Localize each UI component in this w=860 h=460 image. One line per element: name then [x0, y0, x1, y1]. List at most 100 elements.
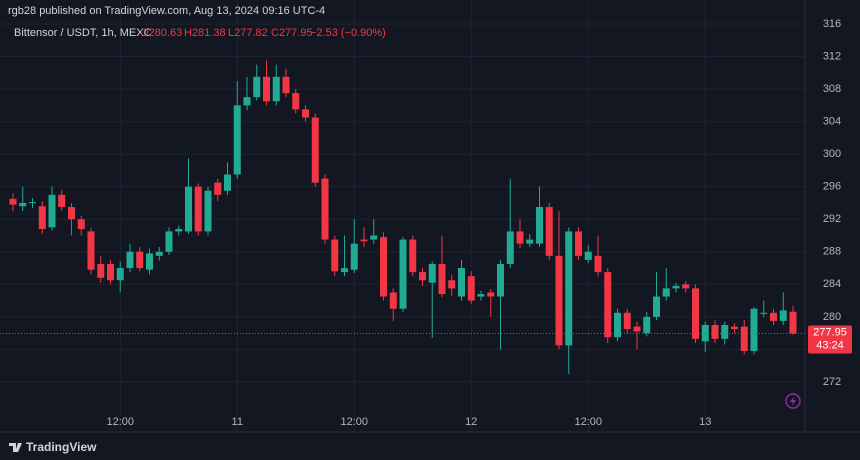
candle-body: [467, 276, 475, 301]
candle-body: [721, 325, 729, 339]
ohlc-high: H281.38: [184, 27, 226, 39]
y-tick-label: 296: [823, 181, 841, 193]
ohlc-open: O280.63: [140, 27, 182, 39]
brand-logo: [9, 443, 22, 452]
candle-body: [292, 93, 300, 110]
x-tick-label: 13: [699, 416, 711, 428]
candle-body: [438, 263, 446, 295]
alert-icon-bolt: [790, 396, 796, 406]
candle-body: [487, 292, 495, 297]
candle-body: [779, 310, 787, 321]
candle-body: [506, 231, 514, 264]
candle-body: [58, 194, 66, 208]
publisher: rgb28 published on TradingView.com, Aug …: [8, 5, 325, 17]
candle-body: [614, 312, 621, 338]
candle-body: [165, 231, 173, 252]
candle-body: [272, 76, 280, 102]
candle-body: [623, 312, 631, 330]
candle-body: [458, 268, 465, 297]
y-tick-label: 292: [823, 213, 841, 225]
candle-body: [692, 288, 699, 339]
candle-body: [341, 268, 348, 273]
candle-body: [526, 239, 534, 244]
candle-body: [126, 251, 134, 269]
candle-body: [575, 231, 582, 256]
candle-body: [19, 202, 27, 207]
y-tick-label: 308: [823, 83, 841, 95]
candle-body: [682, 284, 690, 289]
candle-body: [770, 312, 777, 321]
candle-body: [214, 182, 222, 195]
candle-body: [399, 239, 407, 309]
candle-body: [282, 76, 290, 94]
candle-body: [87, 231, 95, 270]
candle-body: [155, 251, 163, 256]
candle-body: [516, 231, 524, 244]
candle-body: [370, 235, 378, 240]
candle-body: [48, 194, 56, 228]
candle-body: [565, 231, 573, 346]
candle-body: [68, 207, 75, 220]
candle-body: [633, 326, 641, 332]
y-tick-label: 304: [823, 115, 841, 127]
candle-body: [731, 326, 738, 330]
candles: [9, 60, 797, 374]
candle-body: [555, 255, 563, 346]
candle-body: [653, 296, 660, 317]
candle-body: [321, 178, 329, 240]
candle-body: [116, 268, 124, 281]
y-tick-label: 312: [823, 50, 841, 62]
candle-body: [350, 243, 358, 270]
candle-body: [224, 174, 231, 191]
change: −2.53 (−0.90%): [310, 27, 386, 39]
x-tick-label: 12:00: [106, 416, 134, 428]
candle-body: [97, 263, 105, 278]
candle-body: [594, 255, 602, 273]
candle-body: [175, 228, 183, 232]
x-tick-label: 12:00: [574, 416, 602, 428]
candle-body: [604, 272, 612, 338]
y-tick-label: 300: [823, 148, 841, 160]
candle-body: [662, 288, 670, 297]
candle-body: [29, 202, 36, 204]
candle-body: [243, 97, 251, 106]
ohlc-close: C277.95: [271, 27, 313, 39]
y-tick-label: 280: [823, 311, 841, 323]
candle-body: [107, 263, 114, 281]
candle-body: [740, 326, 748, 352]
x-tick-label: 11: [232, 416, 243, 428]
candle-body: [38, 206, 46, 229]
candle-body: [263, 76, 270, 102]
candle-body: [711, 325, 719, 339]
candle-body: [545, 207, 553, 256]
candle-body: [536, 207, 543, 244]
brand: TradingView: [26, 440, 97, 454]
y-tick-label: 288: [823, 246, 841, 258]
symbol: Bittensor / USDT, 1h, MEXC: [14, 27, 152, 39]
candle-body: [302, 109, 309, 118]
candle-body: [146, 253, 153, 270]
candle-body: [419, 272, 426, 281]
candle-body: [750, 308, 758, 352]
candle-body: [204, 190, 212, 232]
candle-body: [380, 237, 387, 297]
candle-body: [253, 76, 261, 98]
candle-body: [194, 186, 202, 232]
candle-body: [77, 219, 85, 229]
candle-body: [185, 186, 192, 232]
candle-body: [760, 312, 768, 314]
y-tick-label: 272: [823, 376, 841, 388]
last-price-label: 277.95: [813, 326, 847, 338]
y-tick-label: 316: [823, 18, 841, 30]
candle-body: [389, 292, 397, 309]
countdown: 43:24: [816, 339, 844, 351]
candle-body: [584, 251, 592, 260]
candle-body: [360, 239, 368, 242]
alert-icon[interactable]: [785, 393, 801, 409]
candle-body: [497, 263, 504, 297]
candle-body: [789, 311, 797, 334]
candle-body: [311, 117, 319, 183]
candle-body: [331, 239, 339, 272]
